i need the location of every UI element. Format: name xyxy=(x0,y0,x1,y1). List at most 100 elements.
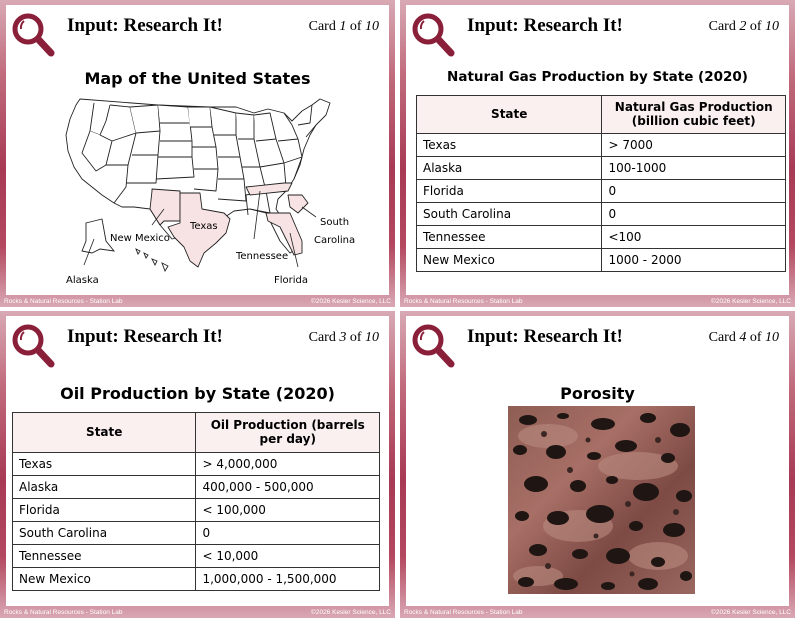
new-mexico-label: New Mexico xyxy=(110,233,170,244)
card-prefix: Card xyxy=(308,330,340,345)
table-cell-value: 0 xyxy=(601,179,786,203)
south-carolina-leader xyxy=(301,206,317,218)
card-3-body: Input: Research It! Card 3 of 10 Oil Pro… xyxy=(6,316,389,606)
table-row: Alaska 400,000 - 500,000 xyxy=(11,475,380,499)
footer-left: Rocks & Natural Resources - Station Lab xyxy=(404,297,523,305)
table-row: Tennessee <100 xyxy=(415,225,786,249)
table-header-value: Natural Gas Production (billion cubic fe… xyxy=(601,95,786,134)
card-footer: Rocks & Natural Resources - Station Lab … xyxy=(404,607,791,617)
table-cell-value: 400,000 - 500,000 xyxy=(195,475,380,499)
card-prefix: Card xyxy=(708,19,740,34)
card-2-body: Input: Research It! Card 2 of 10 Natural… xyxy=(406,5,789,295)
table-cell-state: Tennessee xyxy=(11,544,197,568)
card-2: Input: Research It! Card 2 of 10 Natural… xyxy=(400,0,795,307)
card-3: Input: Research It! Card 3 of 10 Oil Pro… xyxy=(0,311,395,618)
table-cell-state: Florida xyxy=(11,498,197,522)
table-header-state: State xyxy=(11,412,197,453)
table-cell-state: Tennessee xyxy=(415,225,603,249)
table-row: Texas > 7000 xyxy=(415,133,786,157)
magnifying-glass-icon xyxy=(12,324,55,368)
table-row: South Carolina 0 xyxy=(415,202,786,226)
table-row: Alaska 100-1000 xyxy=(415,156,786,180)
texas-state xyxy=(167,192,231,268)
florida-state xyxy=(265,212,303,256)
table-row: New Mexico 1,000,000 - 1,500,000 xyxy=(11,567,380,591)
card-of: of xyxy=(346,19,365,34)
card-4-body: Input: Research It! Card 4 of 10 Porosit… xyxy=(406,316,789,606)
south-carolina-label-2: Carolina xyxy=(314,235,355,246)
card-current: 3 xyxy=(339,330,347,345)
card-total: 10 xyxy=(765,19,779,34)
table-cell-state: Alaska xyxy=(11,475,197,499)
texas-label: Texas xyxy=(189,221,218,232)
footer-right: ©2026 Kesler Science, LLC xyxy=(711,297,791,305)
florida-leader xyxy=(289,232,299,268)
us-map: Texas New Mexico Tennessee South Carolin… xyxy=(65,98,355,286)
card-of: of xyxy=(746,19,765,34)
table-cell-state: Florida xyxy=(415,179,603,203)
table-cell-value: 1000 - 2000 xyxy=(601,248,786,272)
table-header-state: State xyxy=(415,95,603,134)
footer-left: Rocks & Natural Resources - Station Lab xyxy=(404,608,523,616)
oil-production-table: State Oil Production (barrels per day) T… xyxy=(11,412,380,591)
magnifying-glass-icon xyxy=(12,13,55,57)
card-1: Input: Research It! Card 1 of 10 Map of … xyxy=(0,0,395,307)
card-footer: Rocks & Natural Resources - Station Lab … xyxy=(4,296,391,306)
table-header-value: Oil Production (barrels per day) xyxy=(195,412,380,453)
table-cell-value: 1,000,000 - 1,500,000 xyxy=(195,567,380,591)
card-subtitle: Natural Gas Production by State (2020) xyxy=(447,69,748,85)
table-cell-state: Texas xyxy=(11,452,197,476)
florida-label: Florida xyxy=(274,275,308,286)
card-total: 10 xyxy=(365,19,379,34)
tennessee-leader xyxy=(253,190,261,240)
table-cell-value: 100-1000 xyxy=(601,156,786,180)
footer-right: ©2026 Kesler Science, LLC xyxy=(311,297,391,305)
table-row: New Mexico 1000 - 2000 xyxy=(415,248,786,272)
card-title: Input: Research It! xyxy=(67,326,223,347)
card-subtitle: Map of the United States xyxy=(84,69,311,88)
card-of: of xyxy=(746,330,765,345)
card-title: Input: Research It! xyxy=(467,15,623,36)
alaska-label: Alaska xyxy=(66,275,99,286)
table-cell-state: Alaska xyxy=(415,156,603,180)
table-cell-value: < 10,000 xyxy=(195,544,380,568)
table-cell-state: South Carolina xyxy=(11,521,197,545)
new-mexico-state xyxy=(149,188,181,226)
card-number: Card 2 of 10 xyxy=(709,19,779,35)
south-carolina-label-1: South xyxy=(320,217,349,228)
card-4: Input: Research It! Card 4 of 10 Porosit… xyxy=(400,311,795,618)
south-carolina-state xyxy=(287,194,309,214)
hawaii-state xyxy=(135,248,169,273)
magnifying-glass-icon xyxy=(412,324,455,368)
footer-left: Rocks & Natural Resources - Station Lab xyxy=(4,297,123,305)
card-subtitle: Oil Production by State (2020) xyxy=(60,384,335,403)
table-cell-state: Texas xyxy=(415,133,603,157)
table-row: Tennessee < 10,000 xyxy=(11,544,380,568)
table-cell-state: South Carolina xyxy=(415,202,603,226)
new-mexico-leader xyxy=(151,208,165,226)
card-title: Input: Research It! xyxy=(67,15,223,36)
card-1-body: Input: Research It! Card 1 of 10 Map of … xyxy=(6,5,389,295)
card-title: Input: Research It! xyxy=(467,326,623,347)
card-footer: Rocks & Natural Resources - Station Lab … xyxy=(404,296,791,306)
card-total: 10 xyxy=(765,330,779,345)
footer-right: ©2026 Kesler Science, LLC xyxy=(711,608,791,616)
tennessee-state xyxy=(245,182,293,196)
tennessee-label: Tennessee xyxy=(235,251,288,262)
card-total: 10 xyxy=(365,330,379,345)
alaska-leader xyxy=(83,238,95,266)
table-cell-value: < 100,000 xyxy=(195,498,380,522)
card-number: Card 4 of 10 xyxy=(709,330,779,346)
table-row: Florida 0 xyxy=(415,179,786,203)
table-row: Florida < 100,000 xyxy=(11,498,380,522)
magnifying-glass-icon xyxy=(412,13,455,57)
card-footer: Rocks & Natural Resources - Station Lab … xyxy=(4,607,391,617)
footer-left: Rocks & Natural Resources - Station Lab xyxy=(4,608,123,616)
table-row: South Carolina 0 xyxy=(11,521,380,545)
table-cell-value: 0 xyxy=(601,202,786,226)
footer-right: ©2026 Kesler Science, LLC xyxy=(311,608,391,616)
table-cell-value: > 7000 xyxy=(601,133,786,157)
card-number: Card 3 of 10 xyxy=(309,330,379,346)
table-cell-state: New Mexico xyxy=(415,248,603,272)
card-subtitle: Porosity xyxy=(560,384,635,403)
